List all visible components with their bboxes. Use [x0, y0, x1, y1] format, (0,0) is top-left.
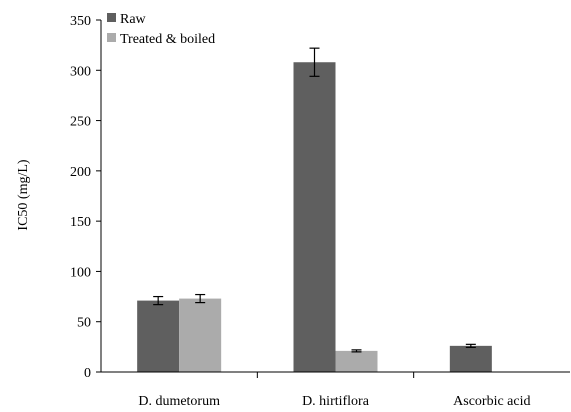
legend-label: Raw	[120, 12, 147, 27]
bar-raw-1	[137, 300, 180, 372]
legend-swatch	[107, 33, 116, 42]
y-tick-label: 250	[70, 115, 91, 130]
y-axis-title: IC50 (mg/L)	[16, 159, 31, 230]
bars-group	[137, 62, 492, 373]
y-tick-label: 200	[70, 165, 91, 180]
bar-raw-3	[449, 345, 492, 372]
y-tick-label: 50	[77, 316, 91, 331]
x-category-label: Ascorbic acid	[453, 394, 530, 409]
bar-raw-2	[293, 62, 336, 373]
x-axis-labels: D. dumetorum D. hirtiflora Ascorbic acid	[138, 394, 530, 409]
y-tick-label: 0	[84, 366, 91, 381]
legend-label: Treated & boiled	[120, 32, 215, 47]
y-tick-label: 100	[70, 265, 91, 280]
legend-swatch	[107, 13, 116, 22]
y-axis-ticks: 0 50 100 150 200 250 300 350	[70, 14, 101, 381]
bar-treated-2	[335, 350, 378, 372]
y-tick-label: 150	[70, 215, 91, 230]
y-tick-label: 300	[70, 64, 91, 79]
axes-group	[100, 20, 570, 378]
y-tick-label: 350	[70, 14, 91, 29]
x-category-label: D. hirtiflora	[302, 394, 370, 409]
error-bars-group	[153, 47, 476, 353]
legend: Raw Treated & boiled	[107, 12, 215, 47]
bar-treated-1	[179, 298, 222, 372]
x-category-label: D. dumetorum	[138, 394, 220, 409]
